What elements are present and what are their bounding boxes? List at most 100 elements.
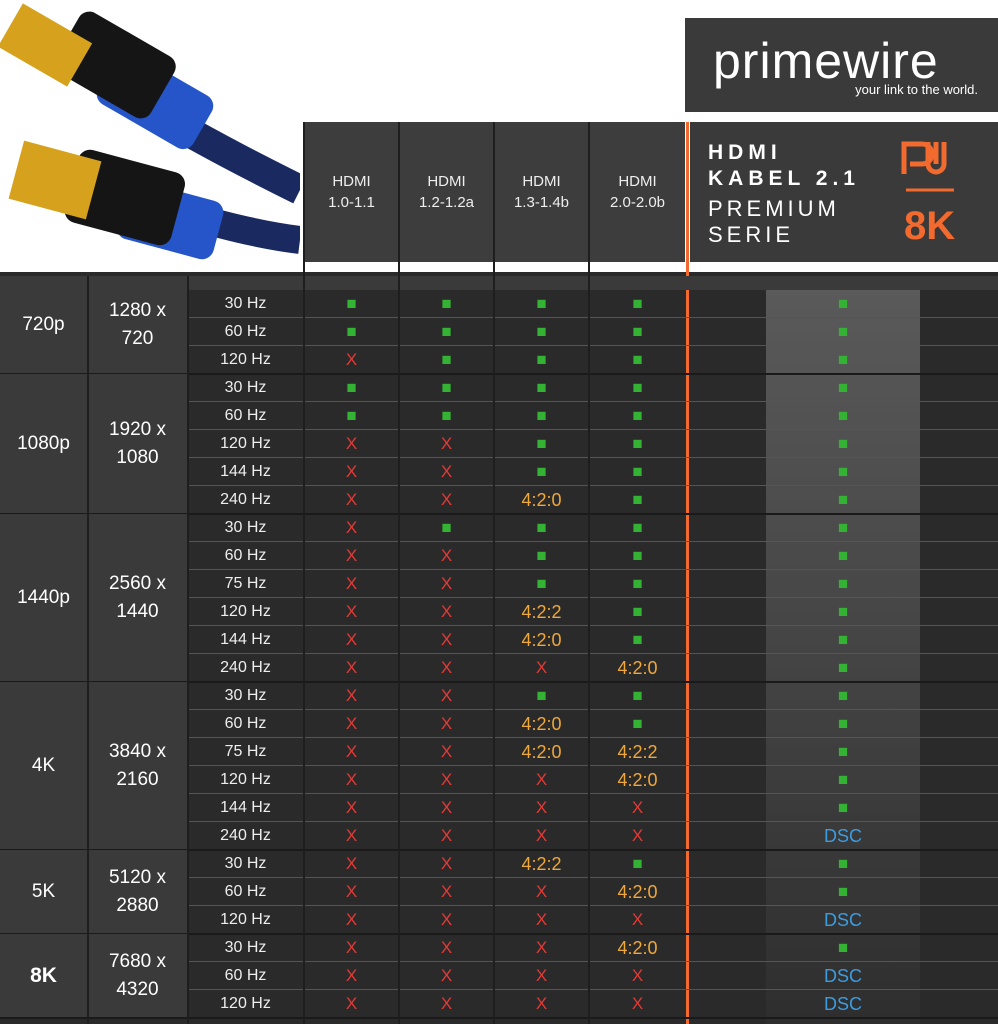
resolution-line: 2160 [116, 769, 159, 790]
group-line [0, 513, 998, 515]
premium-subtitle: PREMIUM SERIE [708, 196, 840, 248]
support-cell: X [440, 462, 453, 481]
column-line [588, 122, 590, 1024]
support-cell: ■ [441, 294, 452, 313]
support-cell: X [345, 826, 358, 845]
support-cell: 4:2:0 [617, 657, 658, 678]
resolution-line: 5120 x [108, 867, 167, 888]
column-header-line: HDMI [522, 173, 561, 190]
support-cell: ■ [837, 490, 849, 509]
support-cell: ■ [632, 490, 643, 509]
support-cell: ■ [536, 378, 547, 397]
support-cell: ■ [346, 406, 357, 425]
column-header: HDMI 1.0-1.1 [305, 122, 398, 262]
support-cell: X [440, 770, 453, 789]
premium-badge: 8K [904, 204, 956, 248]
row-line [188, 345, 998, 346]
rate-cell: 30 Hz [224, 855, 267, 872]
support-cell: ■ [837, 518, 849, 537]
support-cell: DSC [823, 825, 862, 846]
support-cell: 4:2:2 [521, 853, 562, 874]
row-line [188, 877, 998, 878]
support-cell: X [440, 490, 453, 509]
pw-icon [901, 141, 954, 192]
row-line [188, 457, 998, 458]
group-cell: 8K [0, 934, 87, 1018]
group-cell: 1080p [0, 374, 87, 514]
rate-cell: 60 Hz [224, 323, 267, 340]
rate-cell: 60 Hz [224, 547, 267, 564]
support-cell: DSC [823, 993, 862, 1014]
rate-cell: 60 Hz [224, 715, 267, 732]
support-cell: ■ [837, 462, 849, 481]
rate-cell: 75 Hz [224, 743, 267, 760]
support-cell: ■ [632, 630, 643, 649]
support-cell: ■ [632, 602, 643, 621]
brand-name: primewire [713, 33, 939, 89]
support-cell: 4:2:0 [617, 881, 658, 902]
support-cell: ■ [837, 714, 849, 733]
column-header-line: 2.0-2.0b [609, 194, 666, 211]
rate-cell: 60 Hz [224, 883, 267, 900]
rate-cell: 30 Hz [224, 379, 267, 396]
support-cell: 4:2:0 [521, 489, 562, 510]
support-cell: ■ [837, 742, 849, 761]
row-line [188, 401, 998, 402]
rate-cell: 30 Hz [224, 939, 267, 956]
resolution-cell: 5120 x 2880 [88, 850, 187, 934]
support-cell: ■ [837, 294, 849, 313]
support-cell: ■ [837, 658, 849, 677]
support-cell: X [535, 994, 548, 1013]
resolution-line: 2880 [116, 895, 159, 916]
support-cell: ■ [346, 322, 357, 341]
support-cell: ■ [536, 434, 547, 453]
column-header-line: HDMI [427, 173, 466, 190]
support-cell: X [345, 798, 358, 817]
premium-subtitle-line: PREMIUM [708, 196, 840, 221]
support-cell: X [631, 966, 644, 985]
support-cell: ■ [632, 378, 643, 397]
column-line [87, 276, 89, 1024]
support-cell: X [345, 658, 358, 677]
support-cell: ■ [837, 350, 849, 369]
support-cell: X [440, 826, 453, 845]
column-header-line: HDMI [332, 173, 371, 190]
rate-cell: 144 Hz [220, 631, 271, 648]
row-line [188, 317, 998, 318]
support-cell: X [345, 490, 358, 509]
table-top [0, 276, 998, 290]
support-cell: X [440, 854, 453, 873]
support-cell: 4:2:0 [521, 713, 562, 734]
rate-cell: 120 Hz [220, 771, 271, 788]
column-line [187, 276, 189, 1024]
support-cell: ■ [536, 406, 547, 425]
support-cell: X [440, 602, 453, 621]
support-cell: X [440, 938, 453, 957]
support-cell: X [345, 994, 358, 1013]
support-cell: ■ [632, 322, 643, 341]
support-cell: ■ [837, 546, 849, 565]
column-line [303, 122, 305, 1024]
support-cell: X [345, 714, 358, 733]
resolution-line: 720 [121, 328, 154, 349]
support-cell: X [440, 882, 453, 901]
rate-cell: 120 Hz [220, 911, 271, 928]
resolution-line: 2560 x [108, 573, 167, 594]
support-cell: X [345, 854, 358, 873]
support-cell: X [535, 910, 548, 929]
column-header-line: 1.2-1.2a [418, 194, 475, 211]
support-cell: ■ [536, 350, 547, 369]
support-cell: ■ [536, 574, 547, 593]
support-cell: X [535, 882, 548, 901]
cable-illustration [0, 3, 300, 260]
resolution-line: 7680 x [108, 951, 167, 972]
support-cell: ■ [837, 854, 849, 873]
support-cell: X [535, 658, 548, 677]
support-cell: ■ [346, 294, 357, 313]
premium-title-line: HDMI [708, 141, 782, 164]
group-line [0, 1017, 998, 1019]
support-cell: X [345, 434, 358, 453]
rate-cell: 30 Hz [224, 295, 267, 312]
support-cell: X [345, 770, 358, 789]
support-cell: X [535, 966, 548, 985]
